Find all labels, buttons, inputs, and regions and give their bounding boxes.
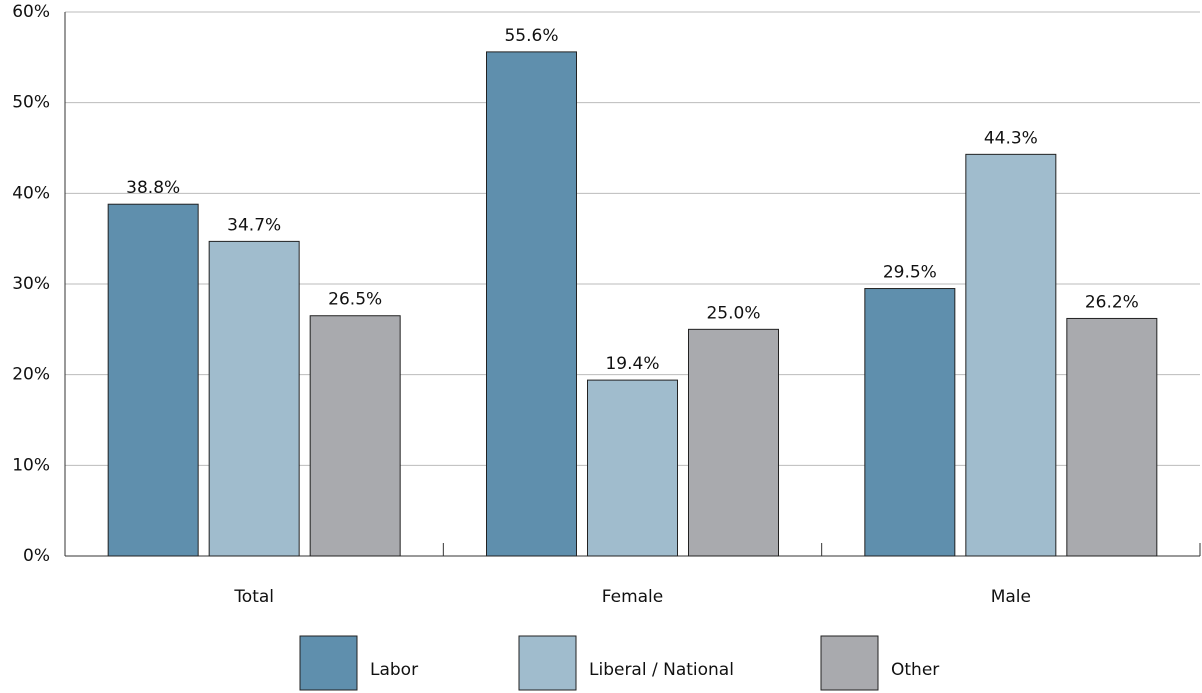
y-tick-label: 60%	[12, 2, 50, 22]
legend-label: Other	[891, 660, 939, 680]
y-tick-label: 20%	[12, 365, 50, 385]
legend-swatch	[518, 635, 577, 691]
value-label: 38.8%	[126, 178, 180, 198]
y-tick-label: 40%	[12, 183, 50, 203]
bar	[107, 203, 199, 557]
value-label: 19.4%	[605, 354, 659, 374]
value-label: 29.5%	[883, 263, 937, 283]
legend-swatch	[299, 635, 358, 691]
value-label: 26.5%	[328, 290, 382, 310]
bar	[309, 315, 401, 557]
legend-label: Labor	[370, 660, 418, 680]
bar	[864, 288, 956, 557]
y-tick-label: 30%	[12, 274, 50, 294]
value-label: 55.6%	[504, 26, 558, 46]
bar	[587, 379, 678, 557]
y-tick-label: 0%	[23, 546, 50, 566]
bar	[1066, 317, 1158, 557]
bar	[486, 51, 577, 557]
bar	[688, 328, 779, 557]
y-tick-label: 10%	[12, 455, 50, 475]
x-tick-label: Male	[991, 587, 1031, 607]
bar	[208, 240, 300, 557]
value-label: 25.0%	[706, 303, 760, 323]
x-tick-label: Total	[233, 587, 274, 607]
value-label: 26.2%	[1085, 292, 1139, 312]
legend-swatch	[820, 635, 879, 691]
y-tick-label: 50%	[12, 93, 50, 113]
value-label: 34.7%	[227, 215, 281, 235]
value-label: 44.3%	[984, 128, 1038, 148]
x-tick-label: Female	[602, 587, 663, 607]
bar	[965, 153, 1057, 557]
legend-label: Liberal / National	[589, 660, 734, 680]
